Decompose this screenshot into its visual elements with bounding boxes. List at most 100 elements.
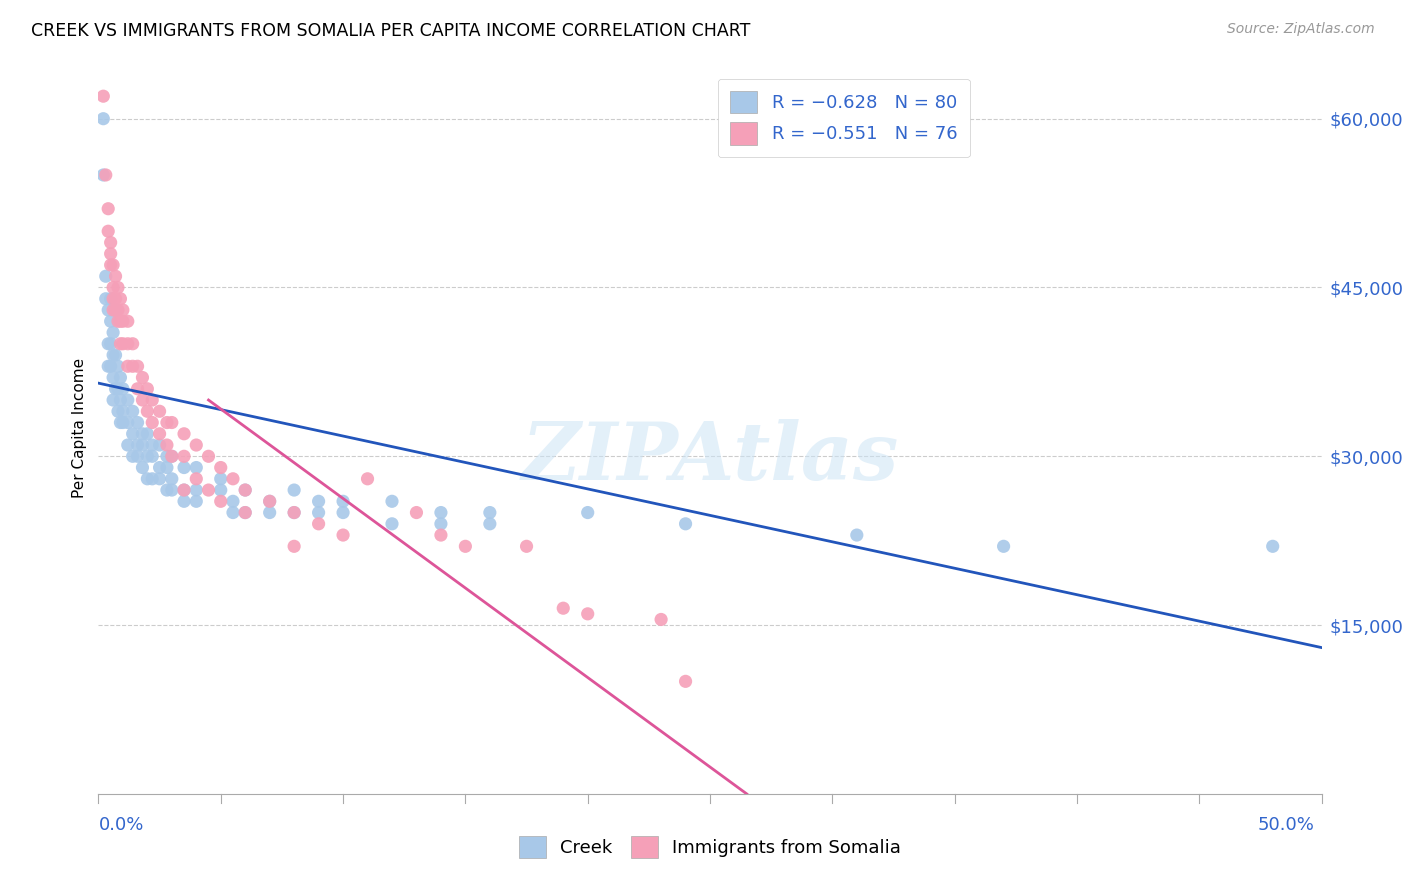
Point — [100, 292, 122, 306]
Point — [430, 528, 453, 542]
Point — [160, 450, 183, 464]
Point — [149, 460, 172, 475]
Point — [117, 438, 139, 452]
Point — [111, 416, 134, 430]
Point — [186, 494, 208, 508]
Point — [332, 528, 354, 542]
Point — [101, 392, 124, 407]
Legend: Creek, Immigrants from Somalia: Creek, Immigrants from Somalia — [512, 829, 908, 865]
Point — [197, 483, 219, 497]
Point — [149, 404, 172, 418]
Point — [156, 460, 179, 475]
Point — [283, 506, 305, 520]
Point — [127, 438, 149, 452]
Point — [173, 426, 195, 441]
Point — [576, 607, 599, 621]
Point — [222, 472, 245, 486]
Point — [94, 168, 117, 182]
Text: ZIPAtlas: ZIPAtlas — [522, 418, 898, 496]
Point — [141, 472, 163, 486]
Point — [110, 392, 132, 407]
Point — [173, 483, 195, 497]
Point — [111, 303, 134, 318]
Point — [127, 359, 149, 374]
Point — [101, 258, 124, 272]
Point — [308, 506, 330, 520]
Point — [97, 202, 120, 216]
Point — [1261, 539, 1284, 553]
Text: 0.0%: 0.0% — [98, 815, 143, 833]
Point — [91, 168, 114, 182]
Point — [283, 539, 305, 553]
Text: 50.0%: 50.0% — [1258, 815, 1315, 833]
Point — [576, 506, 599, 520]
Point — [259, 494, 281, 508]
Point — [173, 460, 195, 475]
Point — [233, 506, 256, 520]
Point — [332, 494, 354, 508]
Point — [308, 494, 330, 508]
Point — [149, 426, 172, 441]
Point — [121, 359, 143, 374]
Point — [131, 426, 153, 441]
Point — [131, 438, 153, 452]
Point — [222, 494, 245, 508]
Point — [430, 506, 453, 520]
Point — [141, 392, 163, 407]
Point — [156, 416, 179, 430]
Point — [136, 472, 159, 486]
Point — [186, 460, 208, 475]
Point — [101, 292, 124, 306]
Point — [91, 89, 114, 103]
Point — [107, 404, 129, 418]
Point — [149, 472, 172, 486]
Point — [136, 404, 159, 418]
Point — [136, 450, 159, 464]
Point — [156, 438, 179, 452]
Point — [478, 516, 501, 531]
Point — [650, 612, 672, 626]
Point — [111, 404, 134, 418]
Point — [104, 382, 127, 396]
Point — [101, 303, 124, 318]
Point — [173, 483, 195, 497]
Point — [675, 674, 697, 689]
Point — [100, 258, 122, 272]
Point — [117, 392, 139, 407]
Point — [121, 450, 143, 464]
Point — [94, 292, 117, 306]
Point — [454, 539, 477, 553]
Point — [100, 359, 122, 374]
Point — [101, 348, 124, 362]
Point — [107, 314, 129, 328]
Point — [131, 392, 153, 407]
Point — [107, 280, 129, 294]
Point — [160, 416, 183, 430]
Point — [478, 506, 501, 520]
Point — [160, 483, 183, 497]
Point — [110, 370, 132, 384]
Point — [233, 506, 256, 520]
Point — [160, 450, 183, 464]
Point — [156, 483, 179, 497]
Point — [381, 516, 404, 531]
Point — [110, 416, 132, 430]
Point — [156, 450, 179, 464]
Point — [127, 450, 149, 464]
Point — [97, 336, 120, 351]
Point — [173, 494, 195, 508]
Point — [186, 438, 208, 452]
Point — [97, 359, 120, 374]
Point — [332, 506, 354, 520]
Text: Source: ZipAtlas.com: Source: ZipAtlas.com — [1227, 22, 1375, 37]
Point — [259, 494, 281, 508]
Point — [121, 336, 143, 351]
Point — [136, 426, 159, 441]
Point — [173, 450, 195, 464]
Point — [283, 506, 305, 520]
Point — [259, 506, 281, 520]
Point — [141, 450, 163, 464]
Point — [209, 472, 232, 486]
Point — [141, 438, 163, 452]
Point — [111, 314, 134, 328]
